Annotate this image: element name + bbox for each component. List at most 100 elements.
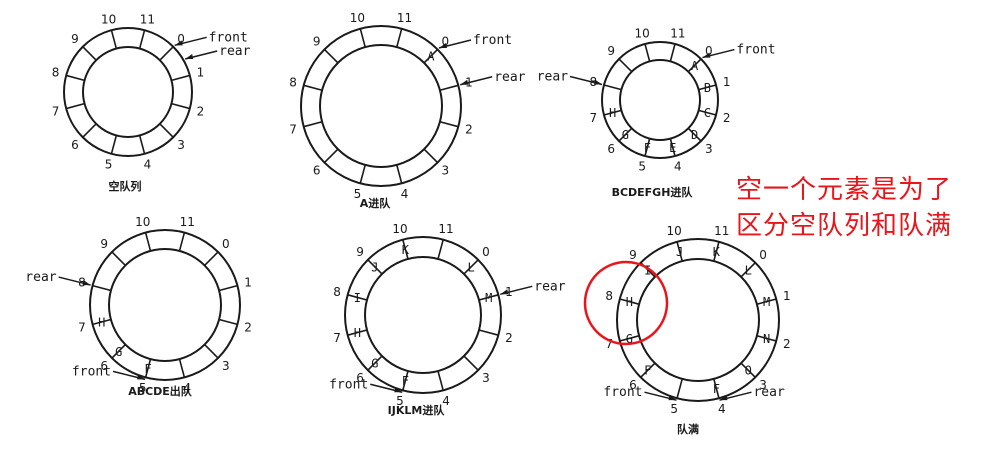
slot-divider	[65, 102, 85, 110]
cell-value: F	[644, 141, 651, 155]
slot-divider	[644, 138, 651, 157]
queue-diagram-d2: 01234567891011ArearfrontA进队	[289, 11, 525, 210]
slot-number: 1	[244, 276, 252, 290]
arrow-head	[174, 40, 183, 46]
slot-number: 5	[354, 187, 362, 201]
slot-divider	[144, 358, 152, 378]
slot-number: 7	[78, 320, 86, 334]
slot-number: 6	[100, 359, 108, 373]
pointer-label-rear: rear	[537, 69, 568, 84]
slot-number: 9	[100, 237, 108, 251]
annotation-line-2: 区分空队列和队满	[736, 211, 953, 241]
inner-ring	[619, 59, 701, 141]
slot-number: 3	[759, 378, 767, 392]
cell-value: N	[763, 332, 770, 346]
slot-divider	[676, 241, 683, 262]
cell-value: H	[98, 315, 105, 329]
slot-divider	[396, 164, 403, 184]
slot-divider	[82, 46, 97, 61]
slot-divider	[740, 262, 756, 278]
slot-number: 7	[590, 111, 598, 125]
slot-divider	[171, 74, 191, 82]
slot-number: 8	[289, 75, 297, 89]
slot-divider	[676, 378, 683, 399]
arrow-head	[702, 52, 711, 58]
slot-number: 6	[71, 138, 79, 152]
cell-value: L	[745, 263, 752, 277]
queue-diagram-d3: 01234567891011ABCDEFGHfrontrearBCDEFGH进队	[537, 26, 776, 199]
slot-number: 2	[505, 331, 513, 345]
slot-number: 5	[670, 402, 678, 416]
cell-value: I	[644, 263, 651, 277]
slot-divider	[347, 294, 368, 301]
slot-number: 3	[177, 138, 185, 152]
slot-number: 9	[356, 245, 364, 259]
slot-divider	[110, 29, 118, 49]
cell-value: O	[745, 364, 752, 378]
pointer-label-front: front	[72, 364, 111, 379]
cell-value: D	[691, 128, 698, 142]
slot-divider	[423, 48, 439, 64]
slot-divider	[756, 298, 777, 305]
cell-value: G	[622, 128, 629, 142]
slot-divider	[644, 43, 651, 62]
inner-ring	[364, 256, 482, 374]
slot-number: 2	[783, 337, 791, 351]
slot-divider	[669, 43, 676, 62]
slot-number: 3	[442, 163, 450, 177]
cell-value: G	[371, 357, 378, 371]
slot-number: 1	[197, 66, 205, 80]
slot-number: 0	[222, 237, 230, 251]
slot-divider	[303, 84, 323, 91]
cell-value: M	[485, 291, 492, 305]
slot-number: 11	[670, 26, 685, 40]
slot-number: 6	[629, 378, 637, 392]
slot-number: 4	[183, 381, 191, 395]
slot-number: 5	[139, 381, 147, 395]
slot-divider	[402, 370, 409, 391]
arrow-head	[460, 79, 469, 85]
slot-divider	[619, 298, 640, 305]
arrow-head	[394, 387, 403, 393]
slot-divider	[439, 84, 459, 91]
slot-number: 11	[180, 215, 195, 229]
cell-value: H	[354, 326, 361, 340]
slot-number: 2	[197, 104, 205, 118]
slot-number: 11	[438, 222, 453, 236]
slot-number: 3	[482, 371, 490, 385]
slot-divider	[713, 241, 720, 262]
outer-ring	[344, 236, 502, 394]
pointer-label-front: front	[603, 385, 642, 400]
slot-number: 7	[289, 123, 297, 137]
arrow-head	[185, 54, 194, 59]
slot-divider	[359, 164, 366, 184]
cell-value: B	[704, 81, 711, 95]
slot-number: 2	[465, 123, 473, 137]
slot-divider	[603, 109, 622, 116]
slot-divider	[144, 232, 152, 252]
slot-number: 1	[723, 75, 731, 89]
slot-number: 10	[135, 215, 150, 229]
inner-ring	[108, 248, 222, 362]
slot-number: 4	[442, 394, 450, 408]
diagram-caption: A进队	[360, 196, 392, 210]
cell-value: I	[354, 291, 361, 305]
slot-number: 8	[333, 285, 341, 299]
slot-number: 6	[313, 163, 321, 177]
slot-number: 2	[244, 320, 252, 334]
pointer-label-front: front	[473, 33, 512, 48]
outer-ring	[63, 27, 193, 157]
slot-number: 6	[607, 142, 615, 156]
inner-ring	[636, 258, 760, 382]
diagram-caption: IJKLM进队	[388, 403, 446, 417]
inner-ring	[82, 46, 174, 138]
cell-value: H	[609, 106, 616, 120]
slot-divider	[347, 329, 368, 336]
cell-value: A	[427, 50, 435, 64]
cell-value: H	[626, 295, 633, 309]
cell-value: F	[144, 362, 151, 376]
slot-divider	[159, 123, 174, 138]
slot-number: 10	[392, 222, 407, 236]
diagram-caption: 空队列	[109, 179, 142, 193]
